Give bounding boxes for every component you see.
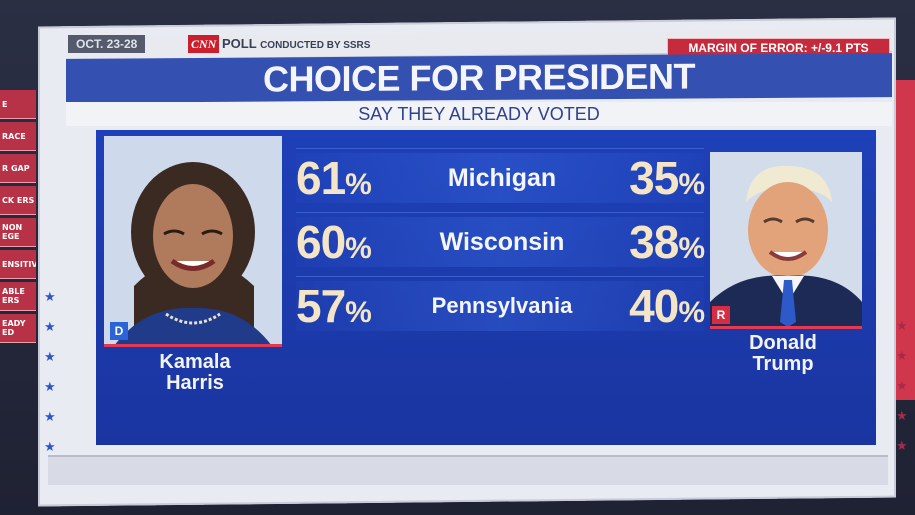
candidate-right-first: Donald	[749, 332, 817, 354]
percent-sign: %	[678, 168, 705, 201]
harris-value: 61%	[296, 152, 372, 204]
sidebar-chip: NON EGE	[0, 218, 36, 247]
results-table: 61% Michigan 35% 60% Wisconsin 38% 57% P…	[296, 148, 705, 343]
trump-value: 40%	[629, 280, 705, 332]
harris-number: 61	[296, 152, 346, 204]
percent-sign: %	[345, 296, 372, 329]
portrait-harris-icon	[104, 136, 282, 346]
harris-number: 60	[296, 216, 346, 268]
star-column-right-icon: ★ ★ ★ ★ ★	[896, 319, 908, 454]
page-title: CHOICE FOR PRESIDENT	[66, 53, 892, 103]
candidate-left-last: Harris	[166, 372, 224, 394]
state-label: Michigan	[447, 164, 557, 192]
portrait-trump-icon	[710, 152, 862, 327]
table-row-pennsylvania: 57% Pennsylvania 40%	[296, 276, 705, 335]
left-sidebar: E RACE R GAP CK ERS NON EGE ENSITIVES AB…	[0, 90, 36, 350]
candidate-right-underline	[710, 326, 862, 329]
state-label: Pennsylvania	[431, 293, 573, 318]
candidate-photo-left	[104, 136, 282, 346]
harris-number: 57	[296, 280, 346, 332]
trump-number: 38	[629, 216, 679, 268]
party-badge-republican: R	[712, 306, 730, 324]
sidebar-chip: ENSITIVES	[0, 250, 36, 279]
candidate-photo-right	[710, 152, 862, 327]
row-highlight	[296, 153, 704, 203]
sidebar-chip: CK ERS	[0, 186, 36, 215]
state-label: Wisconsin	[439, 228, 565, 256]
date-range: OCT. 23-28	[68, 35, 146, 53]
party-badge-democrat: D	[110, 322, 128, 340]
row-highlight	[296, 217, 704, 267]
percent-sign: %	[345, 232, 372, 265]
page-subtitle: SAY THEY ALREADY VOTED	[66, 102, 892, 126]
right-edge-panel	[895, 80, 915, 400]
poll-word: POLL	[222, 36, 257, 51]
star-column-left-icon: ★ ★ ★ ★ ★ ★	[44, 290, 56, 455]
candidate-right-last: Trump	[752, 353, 814, 375]
sidebar-chip: ABLE ERS	[0, 282, 36, 311]
table-row-wisconsin: 60% Wisconsin 38%	[296, 212, 705, 271]
candidate-name-left: Kamala Harris	[120, 352, 270, 394]
poll-label: POLL CONDUCTED BY SSRS	[222, 35, 370, 53]
trump-value: 35%	[629, 152, 705, 204]
percent-sign: %	[678, 232, 705, 265]
sidebar-chip: R GAP	[0, 154, 36, 183]
trump-number: 35	[629, 152, 679, 204]
harris-value: 60%	[296, 216, 372, 268]
cnn-logo: CNN	[188, 35, 220, 53]
row-highlight	[296, 281, 704, 331]
sidebar-chip: RACE	[0, 122, 36, 151]
percent-sign: %	[678, 296, 705, 329]
table-row-michigan: 61% Michigan 35%	[296, 148, 705, 207]
percent-sign: %	[345, 168, 372, 201]
candidate-left-first: Kamala	[159, 351, 231, 373]
candidate-left-underline	[104, 344, 282, 347]
sidebar-chip: EADY ED	[0, 314, 36, 343]
harris-value: 57%	[296, 280, 372, 332]
trump-number: 40	[629, 280, 679, 332]
candidate-name-right: Donald Trump	[708, 333, 858, 375]
board-bottom-ledge	[48, 455, 888, 485]
poll-conducted-by: CONDUCTED BY SSRS	[260, 40, 371, 51]
trump-value: 38%	[629, 216, 705, 268]
margin-of-error-badge: MARGIN OF ERROR: +/-9.1 PTS	[667, 38, 890, 58]
sidebar-chip: E	[0, 90, 36, 119]
